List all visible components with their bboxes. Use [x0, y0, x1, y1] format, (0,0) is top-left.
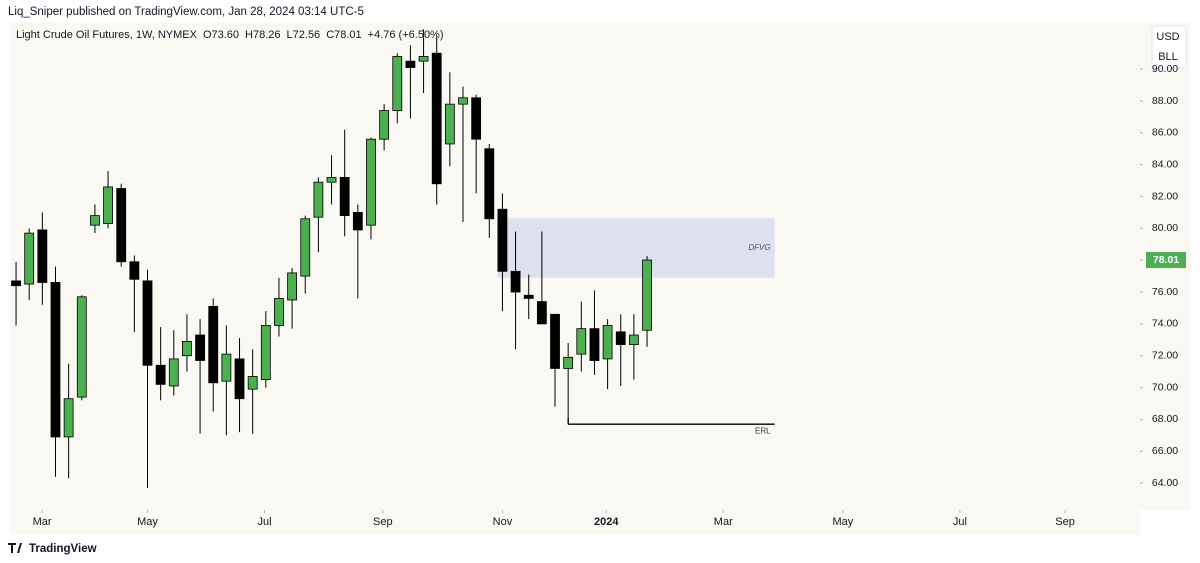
y-tick-label: 84.00 — [1152, 158, 1178, 170]
ohlc-legend: O73.60 H78.26 L72.56 C78.01 +4.76 (+6.50%) — [203, 29, 444, 41]
ohlc-value: O73.60 — [203, 29, 239, 41]
candle-body — [274, 298, 284, 326]
time-axis-background — [10, 510, 1140, 535]
candle-body — [234, 358, 245, 400]
scale-box — [1151, 25, 1187, 69]
y-tick-label: 90.00 — [1152, 63, 1178, 75]
ohlc-value: H78.26 — [245, 29, 280, 41]
candle-body — [431, 52, 442, 185]
candle-body — [405, 60, 416, 68]
x-tick-label: 2024 — [594, 516, 619, 528]
ohlc-value: C78.01 — [326, 29, 361, 41]
y-tick-label: 66.00 — [1152, 445, 1178, 457]
y-tick-label: 80.00 — [1152, 222, 1178, 234]
candle-body — [103, 186, 113, 224]
candle-body — [418, 55, 429, 62]
candle-body — [444, 103, 455, 145]
candle-body — [76, 296, 87, 398]
candle-body — [576, 328, 587, 355]
candle-body — [313, 181, 324, 218]
y-tick-label: 68.00 — [1152, 413, 1178, 425]
candle-body — [142, 280, 153, 366]
candle-body — [182, 340, 192, 357]
candle-body — [155, 364, 166, 385]
candle-body — [11, 280, 21, 287]
candle-body — [497, 208, 508, 272]
candle-body — [352, 212, 363, 231]
candle-body — [510, 270, 521, 293]
zone-label: DFVG — [748, 243, 770, 252]
candle-body — [50, 282, 61, 438]
candle-body — [300, 218, 311, 277]
candle-body — [550, 313, 560, 369]
candle-body — [168, 358, 179, 387]
candle-body — [260, 325, 271, 381]
candle-body — [536, 301, 547, 325]
candle-body — [379, 110, 390, 140]
candle-body — [129, 261, 140, 280]
y-tick-label: 74.00 — [1152, 318, 1178, 330]
candle-body — [116, 188, 127, 263]
candle-body — [63, 398, 74, 438]
candle-body — [563, 356, 574, 369]
change-value: +4.76 (+6.50%) — [368, 29, 444, 41]
level-label: ERL — [755, 426, 771, 435]
y-tick-label: 70.00 — [1152, 381, 1178, 393]
x-tick-label: Sep — [1055, 516, 1075, 528]
candle-body — [458, 97, 468, 105]
y-tick-label: 64.00 — [1152, 477, 1178, 489]
x-tick-label: Jul — [953, 516, 967, 528]
brand-name: TradingView — [29, 543, 97, 555]
scale-button[interactable]: USD — [1156, 31, 1179, 43]
candle-body — [602, 325, 613, 360]
candle-body — [628, 334, 639, 345]
publisher-line: Liq_Sniper published on TradingView.com,… — [8, 6, 364, 18]
candle-body — [195, 334, 205, 361]
x-tick-label: Jul — [257, 516, 271, 528]
candle-body — [615, 331, 626, 345]
y-tick-label: 72.00 — [1152, 350, 1178, 362]
brand-logo — [8, 543, 22, 553]
candle-body — [392, 55, 403, 111]
candle-body — [484, 148, 495, 220]
candle-body — [523, 294, 534, 299]
ohlc-value: L72.56 — [287, 29, 321, 41]
x-tick-label: Mar — [714, 516, 733, 528]
candle-body — [326, 176, 337, 183]
candle-body — [471, 97, 482, 140]
x-tick-label: May — [137, 516, 158, 528]
x-tick-label: May — [833, 516, 854, 528]
candle-body — [221, 353, 232, 382]
last-price-label: 78.01 — [1153, 254, 1179, 266]
x-tick-label: Nov — [493, 516, 513, 528]
candle-body — [247, 376, 258, 390]
last-price-box — [1146, 252, 1186, 269]
candle-body — [642, 259, 652, 331]
scale-button[interactable]: BLL — [1158, 51, 1178, 63]
plot: DFVG ERL — [11, 29, 775, 488]
candle-body — [208, 305, 219, 384]
candle-body — [90, 215, 100, 226]
y-tick-label: 86.00 — [1152, 127, 1178, 139]
x-tick-label: Mar — [33, 516, 52, 528]
candle-body — [24, 232, 35, 285]
x-tick-label: Sep — [373, 516, 393, 528]
y-tick-label: 88.00 — [1152, 95, 1178, 107]
chart-title: Light Crude Oil Futures, 1W, NYMEX — [16, 29, 198, 41]
candle-body — [339, 176, 350, 217]
candle-body — [589, 328, 600, 361]
candle-body — [366, 138, 376, 226]
zone — [497, 218, 775, 278]
y-tick-label: 76.00 — [1152, 286, 1178, 298]
y-tick-label: 82.00 — [1152, 190, 1178, 202]
candle-body — [287, 272, 298, 301]
candle-body — [37, 229, 48, 283]
